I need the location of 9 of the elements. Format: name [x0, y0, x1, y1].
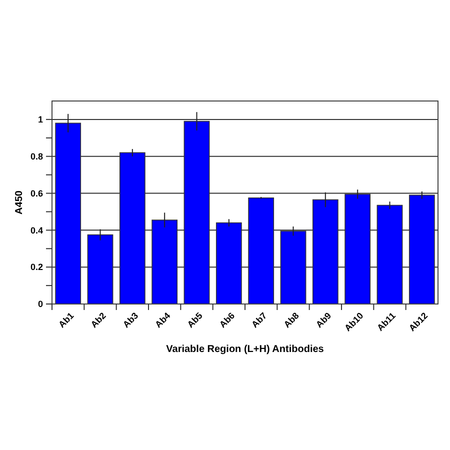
y-tick-label: 0.4 — [30, 225, 43, 236]
y-tick-label: 0.6 — [30, 188, 43, 198]
y-tick-label: 1 — [38, 114, 43, 125]
y-tick-label: 0 — [38, 299, 43, 310]
y-tick-label: 0.8 — [30, 152, 43, 162]
x-tick-label: Ab1 — [56, 310, 76, 330]
y-axis-title: A450 — [14, 190, 25, 214]
y-tick-label: 0.2 — [30, 262, 43, 272]
x-axis-title: Variable Region (L+H) Antibodies — [166, 344, 324, 355]
